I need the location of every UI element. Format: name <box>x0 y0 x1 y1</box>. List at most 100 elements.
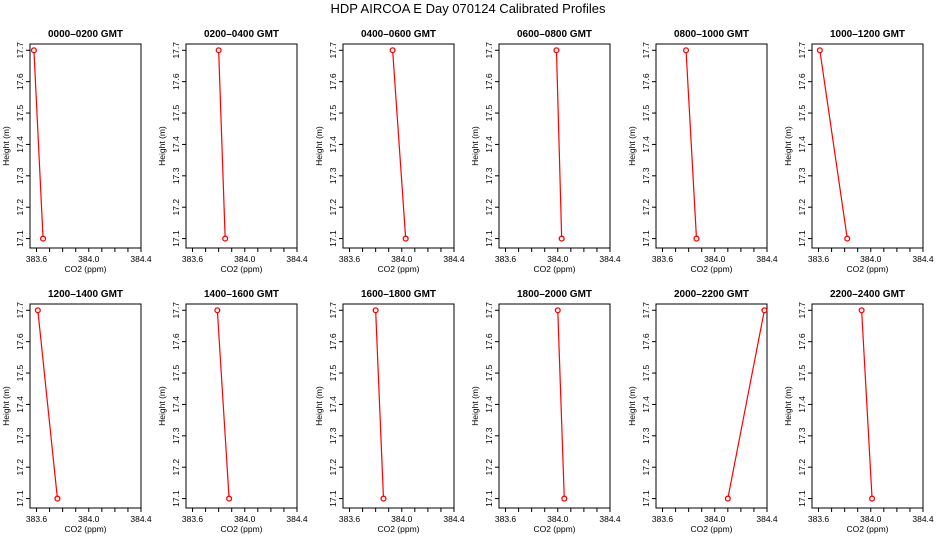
data-point <box>558 235 565 242</box>
y-tick-label: 17.3 <box>328 427 338 444</box>
x-tick-label: 383.6 <box>26 254 48 264</box>
y-tick-label: 17.5 <box>15 365 25 382</box>
panel-title: 0600–0800 GMT <box>517 29 592 40</box>
y-tick-label: 17.5 <box>15 105 25 122</box>
data-point <box>372 307 379 314</box>
y-tick-label: 17.4 <box>171 396 181 413</box>
y-tick-label: 17.6 <box>171 333 181 350</box>
y-tick-label: 17.4 <box>797 396 807 413</box>
x-tick-label: 383.6 <box>339 254 361 264</box>
x-tick-label: 384.4 <box>286 514 308 524</box>
plot-frame <box>811 43 924 249</box>
panel-10: 1800–2000 GMT 383.6 384.0 384.4 CO2 (ppm) 17.… <box>470 289 621 534</box>
data-point <box>858 307 865 314</box>
data-point <box>561 495 568 502</box>
x-tick-label: 383.6 <box>495 514 517 524</box>
y-tick-label: 17.3 <box>171 167 181 184</box>
y-tick-label: 17.5 <box>484 105 494 122</box>
y-tick-label: 17.7 <box>328 302 338 319</box>
y-tick-label: 17.7 <box>15 302 25 319</box>
y-tick-label: 17.7 <box>484 302 494 319</box>
x-tick-label: 384.0 <box>547 514 569 524</box>
profile-line <box>375 310 385 499</box>
y-axis-label: Height (m) <box>1 386 11 426</box>
plot-frame <box>498 303 611 509</box>
figure-title: HDP AIRCOA E Day 070124 Calibrated Profi… <box>330 1 606 16</box>
y-tick-label: 17.1 <box>641 230 651 247</box>
x-axis-label: CO2 (ppm) <box>533 264 575 274</box>
panel-title: 0000–0200 GMT <box>48 29 123 40</box>
y-tick-label: 17.6 <box>797 333 807 350</box>
y-tick-label: 17.4 <box>328 136 338 153</box>
data-point <box>844 235 851 242</box>
x-tick-label: 384.0 <box>704 514 726 524</box>
y-tick-label: 17.1 <box>15 490 25 507</box>
y-tick-label: 17.3 <box>797 167 807 184</box>
y-axis-label: Height (m) <box>1 126 11 166</box>
x-tick-label: 384.4 <box>912 514 934 524</box>
x-tick-label: 384.4 <box>443 254 465 264</box>
x-axis-label: CO2 (ppm) <box>846 264 888 274</box>
y-tick-label: 17.5 <box>484 365 494 382</box>
x-tick-label: 384.4 <box>756 254 778 264</box>
x-tick-label: 383.6 <box>652 254 674 264</box>
y-tick-label: 17.2 <box>15 199 25 216</box>
y-axis-label: Height (m) <box>314 386 324 426</box>
y-tick-label: 17.1 <box>328 490 338 507</box>
y-tick-label: 17.2 <box>484 199 494 216</box>
y-tick-label: 17.1 <box>484 230 494 247</box>
y-tick-label: 17.5 <box>171 105 181 122</box>
x-axis-label: CO2 (ppm) <box>690 524 732 534</box>
panel-8: 1400–1600 GMT 383.6 384.0 384.4 CO2 (ppm) 17.… <box>157 289 308 534</box>
y-tick-label: 17.5 <box>328 105 338 122</box>
panel-1: 0000–0200 GMT 383.6 384.0 384.4 CO2 (ppm) 17.… <box>1 29 152 274</box>
y-tick-label: 17.4 <box>328 396 338 413</box>
plot-frame <box>185 303 298 509</box>
y-tick-label: 17.5 <box>797 105 807 122</box>
y-tick-label: 17.3 <box>328 167 338 184</box>
data-point <box>215 47 222 54</box>
y-axis-label: Height (m) <box>783 126 793 166</box>
y-tick-label: 17.3 <box>641 167 651 184</box>
x-tick-label: 383.6 <box>808 514 830 524</box>
panel-title: 1200–1400 GMT <box>48 289 123 300</box>
y-axis-label: Height (m) <box>157 386 167 426</box>
x-axis-label: CO2 (ppm) <box>220 524 262 534</box>
y-tick-label: 17.5 <box>641 365 651 382</box>
panel-2: 0200–0400 GMT 383.6 384.0 384.4 CO2 (ppm) 17.… <box>157 29 308 274</box>
x-tick-label: 384.4 <box>130 254 152 264</box>
x-tick-label: 384.4 <box>130 514 152 524</box>
y-tick-label: 17.2 <box>328 459 338 476</box>
y-tick-label: 17.6 <box>328 73 338 90</box>
data-point <box>553 47 560 54</box>
x-tick-label: 383.6 <box>182 254 204 264</box>
y-tick-label: 17.2 <box>171 199 181 216</box>
y-tick-label: 17.7 <box>641 42 651 59</box>
plot-frame <box>811 303 924 509</box>
data-point <box>214 307 221 314</box>
y-tick-label: 17.3 <box>171 427 181 444</box>
y-tick-label: 17.1 <box>484 490 494 507</box>
x-tick-label: 384.4 <box>599 514 621 524</box>
panel-9: 1600–1800 GMT 383.6 384.0 384.4 CO2 (ppm) 17.… <box>314 289 465 534</box>
y-tick-label: 17.1 <box>797 490 807 507</box>
y-tick-label: 17.2 <box>797 459 807 476</box>
y-tick-label: 17.1 <box>15 230 25 247</box>
x-tick-label: 384.0 <box>547 254 569 264</box>
y-axis-label: Height (m) <box>470 386 480 426</box>
x-tick-label: 383.6 <box>26 514 48 524</box>
y-tick-label: 17.4 <box>15 396 25 413</box>
panel-11: 2000–2200 GMT 383.6 384.0 384.4 CO2 (ppm) 17.… <box>627 289 778 534</box>
y-tick-label: 17.1 <box>171 230 181 247</box>
panel-5: 0800–1000 GMT 383.6 384.0 384.4 CO2 (ppm) 17.… <box>627 29 778 274</box>
y-tick-label: 17.1 <box>641 490 651 507</box>
data-point <box>222 235 229 242</box>
profile-line <box>218 50 226 239</box>
x-tick-label: 384.4 <box>443 514 465 524</box>
x-axis-label: CO2 (ppm) <box>64 264 106 274</box>
y-tick-label: 17.3 <box>641 427 651 444</box>
x-axis-label: CO2 (ppm) <box>846 524 888 534</box>
y-tick-label: 17.6 <box>484 73 494 90</box>
y-tick-label: 17.4 <box>797 136 807 153</box>
